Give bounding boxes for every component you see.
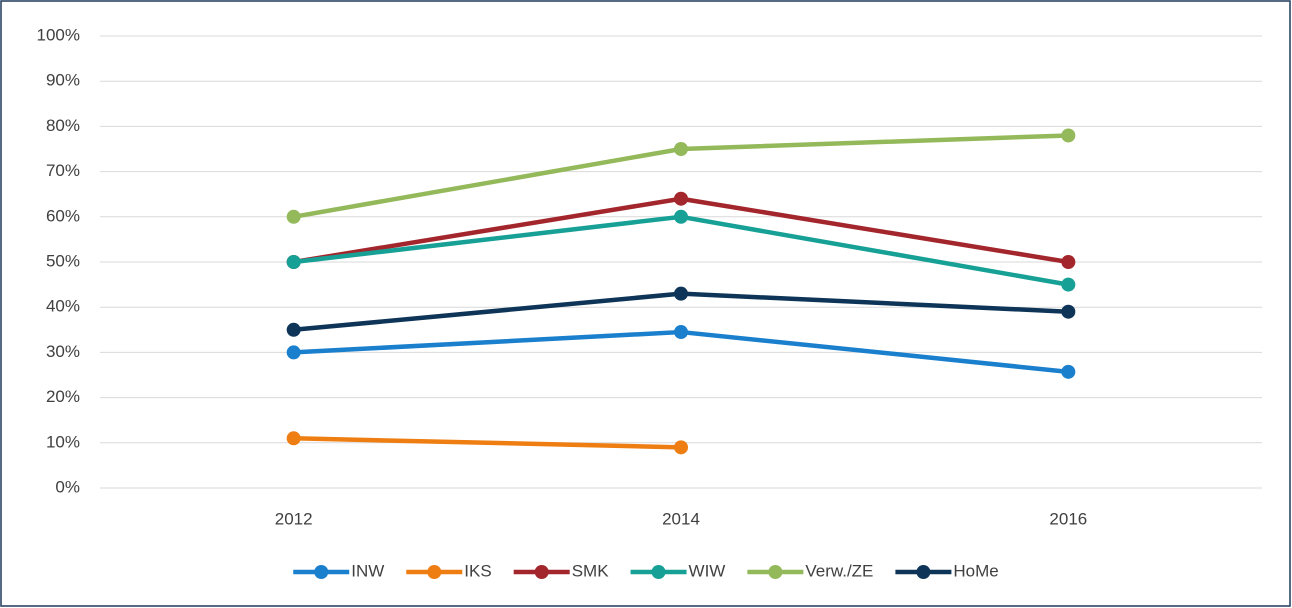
legend-label: WIW <box>689 561 726 580</box>
data-point <box>674 142 688 156</box>
legend-label: HoMe <box>953 561 998 580</box>
y-tick-label: 20% <box>46 387 80 406</box>
data-point <box>286 255 301 269</box>
x-tick-label: 2012 <box>275 509 313 528</box>
legend-marker <box>916 565 931 579</box>
data-point <box>286 209 301 224</box>
data-point <box>674 440 688 455</box>
y-tick-label: 50% <box>46 251 80 270</box>
data-point <box>674 286 688 301</box>
data-point <box>674 191 688 206</box>
data-point <box>1061 364 1076 379</box>
legend-item: WIW <box>630 561 726 580</box>
y-tick-label: 80% <box>46 116 80 135</box>
y-tick-label: 30% <box>46 342 80 361</box>
data-point <box>674 325 688 340</box>
legend-marker <box>768 565 783 579</box>
series-line <box>293 436 682 450</box>
legend-label: IKS <box>464 561 491 580</box>
y-tick-label: 40% <box>46 297 80 316</box>
y-tick-label: 90% <box>46 71 80 90</box>
data-point <box>1061 255 1076 269</box>
legend-item: SMK <box>513 561 610 580</box>
legend-marker <box>534 565 549 579</box>
y-tick-label: 70% <box>46 161 80 180</box>
data-point <box>1061 128 1076 143</box>
legend-marker <box>651 565 666 579</box>
data-point <box>674 209 688 224</box>
data-point <box>286 431 301 446</box>
legend-marker <box>314 565 329 579</box>
legend-label: INW <box>351 561 384 580</box>
legend-item: Verw./ZE <box>747 561 873 580</box>
legend-label: Verw./ZE <box>805 561 873 580</box>
data-point <box>286 345 301 360</box>
x-tick-label: 2014 <box>662 509 700 528</box>
y-tick-label: 0% <box>55 477 80 496</box>
legend-label: SMK <box>572 561 610 580</box>
legend-item: HoMe <box>895 561 999 580</box>
legend-item: IKS <box>406 561 492 580</box>
x-tick-label: 2016 <box>1049 509 1087 528</box>
y-tick-label: 100% <box>37 25 80 44</box>
data-point <box>1061 304 1076 319</box>
y-tick-label: 60% <box>46 206 80 225</box>
data-point <box>286 322 301 337</box>
y-tick-label: 10% <box>46 432 80 451</box>
legend-marker <box>427 565 442 579</box>
data-point <box>1061 277 1076 292</box>
legend-item: INW <box>293 561 384 580</box>
